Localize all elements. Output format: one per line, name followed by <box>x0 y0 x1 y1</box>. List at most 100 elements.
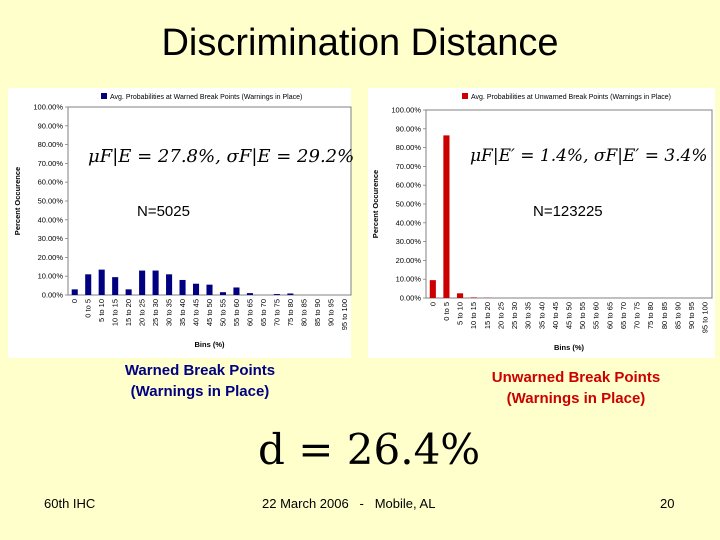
bar-55-to-60 <box>233 287 240 295</box>
y-tick-label: 100.00% <box>33 103 63 112</box>
y-tick-label: 80.00% <box>396 143 422 152</box>
bar-70-to-75 <box>273 294 280 295</box>
slide-title: Discrimination Distance <box>161 22 559 64</box>
left-formula: μF|E = 27.8%, σF|E = 29.2% <box>88 146 355 167</box>
bar-35-to-40 <box>179 279 186 295</box>
chart-warned-svg: Avg. Probabilities at Warned Break Point… <box>13 93 352 349</box>
right-n-label: N=123225 <box>533 203 603 220</box>
y-tick-label: 30.00% <box>396 237 422 246</box>
x-tick-label: 35 to 40 <box>178 299 187 326</box>
left-n-label: N=5025 <box>137 203 190 220</box>
chart-unwarned-svg: Avg. Probabilities at Unwarned Break Poi… <box>371 93 713 352</box>
footer-page-number: 20 <box>660 496 675 511</box>
legend: Avg. Probabilities at Warned Break Point… <box>101 93 302 101</box>
x-tick-label: 0 <box>70 299 79 303</box>
x-tick-label: 20 to 25 <box>496 302 505 329</box>
x-tick-label: 85 to 90 <box>313 299 322 326</box>
bar-75-to-80 <box>287 293 294 295</box>
y-tick-label: 60.00% <box>396 181 422 190</box>
legend-label: Avg. Probabilities at Unwarned Break Poi… <box>471 94 671 101</box>
y-tick-label: 60.00% <box>38 178 64 187</box>
y-tick-label: 10.00% <box>396 275 422 284</box>
bar-5-to-10 <box>456 293 464 298</box>
y-tick-label: 40.00% <box>38 215 64 224</box>
y-tick-label: 100.00% <box>391 106 421 115</box>
x-tick-label: 70 to 75 <box>272 299 281 326</box>
y-tick-label: 90.00% <box>396 124 422 133</box>
y-tick-label: 20.00% <box>38 253 64 262</box>
y-tick-label: 0.00% <box>400 294 422 303</box>
distance-formula: d = 26.4% <box>258 425 481 474</box>
footer-center: 22 March 2006 - Mobile, AL <box>262 496 436 511</box>
legend-swatch <box>462 93 468 99</box>
x-tick-label: 65 to 70 <box>619 302 628 329</box>
bar-30-to-35 <box>166 274 173 295</box>
x-tick-label: 80 to 85 <box>299 299 308 326</box>
x-tick-label: 15 to 20 <box>124 299 133 326</box>
plot-area <box>67 106 352 296</box>
bar-40-to-45 <box>192 283 200 295</box>
x-tick-label: 60 to 65 <box>245 299 254 326</box>
x-tick-label: 85 to 90 <box>673 302 682 329</box>
left-caption-line1: Warned Break Points <box>124 362 276 379</box>
x-tick-label: 40 to 45 <box>551 302 560 329</box>
x-tick-label: 10 to 15 <box>111 299 120 326</box>
x-tick-label: 50 to 55 <box>578 302 587 329</box>
y-tick-label: 70.00% <box>396 162 422 171</box>
y-tick-label: 30.00% <box>38 234 64 243</box>
y-tick-label: 50.00% <box>396 200 422 209</box>
right-caption-line2: (Warnings in Place) <box>506 390 646 407</box>
y-tick-label: 90.00% <box>38 121 64 130</box>
y-tick-label: 20.00% <box>396 256 422 265</box>
x-tick-label: 65 to 70 <box>259 299 268 326</box>
x-tick-label: 0 to 5 <box>442 302 451 321</box>
y-axis-label: Percent Occurence <box>371 170 380 238</box>
x-tick-label: 20 to 25 <box>138 299 147 326</box>
x-tick-label: 25 to 30 <box>510 302 519 329</box>
y-axis-label: Percent Occurence <box>13 167 22 235</box>
x-tick-label: 45 to 50 <box>205 299 214 326</box>
y-tick-label: 70.00% <box>38 159 64 168</box>
bar-0 <box>429 280 436 298</box>
x-tick-label: 45 to 50 <box>565 302 574 329</box>
x-tick-label: 90 to 95 <box>687 302 696 329</box>
bar-20-to-25 <box>139 270 146 295</box>
x-tick-label: 95 to 100 <box>701 302 710 333</box>
y-tick-label: 50.00% <box>38 197 64 206</box>
x-tick-label: 5 to 10 <box>456 302 465 325</box>
right-formula: μF|E′ = 1.4%, σF|E′ = 3.4% <box>470 146 708 166</box>
x-tick-label: 75 to 80 <box>286 299 295 326</box>
x-tick-label: 0 to 5 <box>84 299 93 318</box>
bar-5-to-10 <box>98 269 105 295</box>
y-tick-label: 10.00% <box>38 272 64 281</box>
x-tick-label: 50 to 55 <box>218 299 227 326</box>
legend-swatch <box>101 93 107 99</box>
bar-50-to-55 <box>219 292 227 295</box>
bar-25-to-30 <box>152 270 159 295</box>
bar-10-to-15 <box>470 297 477 298</box>
x-tick-label: 75 to 80 <box>646 302 655 329</box>
bar-0-to-5 <box>443 135 450 298</box>
bar-0 <box>71 289 78 295</box>
x-tick-label: 30 to 35 <box>165 299 174 326</box>
legend: Avg. Probabilities at Unwarned Break Poi… <box>462 93 671 101</box>
plot-area <box>425 109 713 299</box>
x-tick-label: 10 to 15 <box>469 302 478 329</box>
chart-warned: Avg. Probabilities at Warned Break Point… <box>8 88 352 358</box>
bar-10-to-15 <box>112 277 119 295</box>
chart-unwarned: Avg. Probabilities at Unwarned Break Poi… <box>368 88 715 358</box>
bar-0-to-5 <box>85 274 92 295</box>
left-caption-line2: (Warnings in Place) <box>130 383 270 400</box>
bar-15-to-20 <box>125 289 132 295</box>
right-caption: Unwarned Break Points (Warnings in Place… <box>460 367 692 409</box>
x-tick-label: 60 to 65 <box>605 302 614 329</box>
bar-60-to-65 <box>246 293 253 295</box>
x-axis-label: Bins (%) <box>554 343 585 352</box>
x-tick-label: 70 to 75 <box>633 302 642 329</box>
x-tick-label: 15 to 20 <box>483 302 492 329</box>
x-tick-label: 35 to 40 <box>537 302 546 329</box>
x-tick-label: 40 to 45 <box>192 299 201 326</box>
bar-45-to-50 <box>206 284 213 295</box>
x-axis-label: Bins (%) <box>195 340 226 349</box>
x-tick-label: 90 to 95 <box>326 299 335 326</box>
